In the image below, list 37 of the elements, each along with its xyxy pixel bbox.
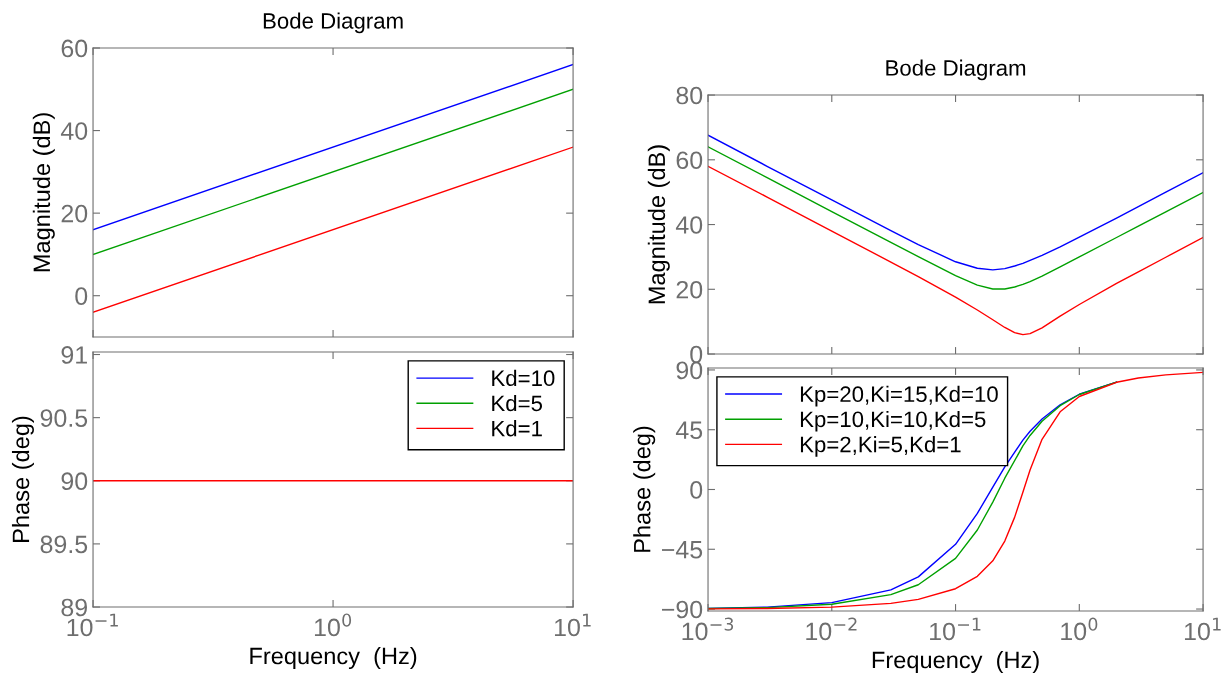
legend-label: Kd=10: [492, 369, 555, 387]
y-tick-label: 0: [75, 287, 88, 306]
x-tick-label: 10$^{−2}$: [806, 617, 857, 641]
x-tick-label: 10$^{−3}$: [682, 617, 734, 641]
y-tick-label: −45: [661, 541, 703, 559]
y-tick-label: 0: [690, 481, 703, 499]
y-tick-label: 90: [61, 472, 88, 491]
y-axis-title: Phase (deg): [11, 416, 34, 542]
y-tick-label: 20: [676, 280, 703, 299]
y-tick-label: 45: [675, 421, 703, 440]
y-tick-label: 60: [61, 39, 88, 58]
legend-label: Kp=2,Ki=5,Kd=1: [800, 436, 961, 457]
x-tick-label: 10$^{1}$: [1184, 617, 1221, 641]
x-tick-label: 10$^{−1}$: [930, 617, 981, 641]
legend-label: Kp=10,Ki=10,Kd=5: [800, 410, 986, 432]
y-axis-title: Magnitude (dB): [647, 145, 670, 304]
x-tick-label: 10$^{0}$: [314, 613, 352, 637]
y-tick-label: 89.5: [40, 535, 88, 554]
y-tick-label: 80: [676, 86, 703, 105]
y-tick-label: −90: [661, 600, 703, 619]
y-axis-title: Magnitude (dB): [32, 113, 55, 272]
x-axis-title: Frequency (Hz): [872, 651, 1039, 674]
y-tick-label: 90.5: [40, 409, 88, 427]
y-tick-label: 20: [61, 204, 88, 223]
y-tick-label: 91: [61, 346, 87, 364]
chart-title: Bode Diagram: [886, 59, 1026, 81]
legend-label: Kd=1: [492, 420, 542, 437]
x-axis-title: Frequency (Hz): [250, 647, 417, 670]
legend-label: Kd=5: [492, 394, 543, 412]
chart-title: Bode Diagram: [263, 12, 403, 34]
x-tick-label: 10$^{0}$: [1061, 617, 1098, 641]
y-tick-label: 40: [675, 216, 703, 234]
legend-label: Kp=20,Ki=15,Kd=10: [800, 385, 998, 407]
y-axis-title: Phase (deg): [633, 426, 656, 552]
y-tick-label: 60: [676, 151, 703, 170]
y-tick-label: 40: [60, 122, 88, 140]
x-tick-label: 10$^{1}$: [554, 613, 591, 637]
